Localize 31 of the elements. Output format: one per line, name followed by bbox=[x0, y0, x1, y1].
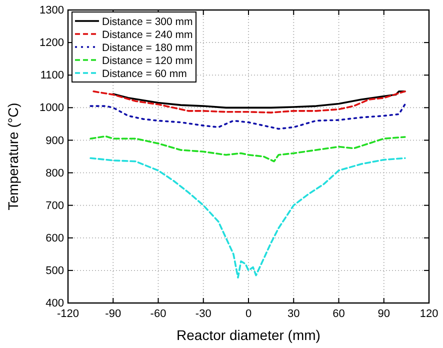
y-tick-label: 500 bbox=[46, 264, 64, 277]
y-axis-title: Temperature (°C) bbox=[5, 102, 21, 210]
x-tick-label: 60 bbox=[332, 308, 345, 320]
x-tick-label: -60 bbox=[150, 308, 166, 320]
y-tick-label: 900 bbox=[46, 134, 64, 147]
x-tick-label: -120 bbox=[56, 308, 80, 320]
y-tick-label: 1100 bbox=[40, 70, 64, 82]
legend-label: Distance = 180 mm bbox=[102, 42, 193, 54]
legend-label: Distance = 300 mm bbox=[102, 16, 193, 28]
line-series bbox=[92, 90, 406, 114]
x-tick-label: 90 bbox=[378, 308, 390, 320]
legend-label: Distance = 120 mm bbox=[102, 55, 193, 67]
line-series bbox=[90, 135, 406, 162]
y-tick-label: 800 bbox=[46, 167, 64, 180]
x-tick-label: 30 bbox=[288, 308, 300, 320]
line-series bbox=[112, 90, 406, 109]
x-tick-label: -90 bbox=[105, 308, 122, 320]
legend-label: Distance = 240 mm bbox=[102, 29, 193, 41]
y-tick-label: 600 bbox=[46, 232, 64, 244]
x-tick-label: 0 bbox=[245, 308, 252, 320]
legend-label: Distance = 60 mm bbox=[102, 68, 188, 80]
line-series bbox=[90, 104, 406, 130]
x-axis-title: Reactor diameter (mm) bbox=[176, 327, 320, 343]
x-tick-label: 120 bbox=[420, 308, 438, 320]
y-tick-label: 1300 bbox=[40, 4, 64, 17]
y-tick-label: 700 bbox=[46, 200, 64, 212]
line-series bbox=[90, 157, 406, 279]
y-tick-label: 1000 bbox=[40, 102, 64, 114]
y-tick-label: 1200 bbox=[40, 37, 64, 50]
x-tick-label: -30 bbox=[195, 308, 212, 320]
y-tick-label: 400 bbox=[46, 298, 64, 310]
